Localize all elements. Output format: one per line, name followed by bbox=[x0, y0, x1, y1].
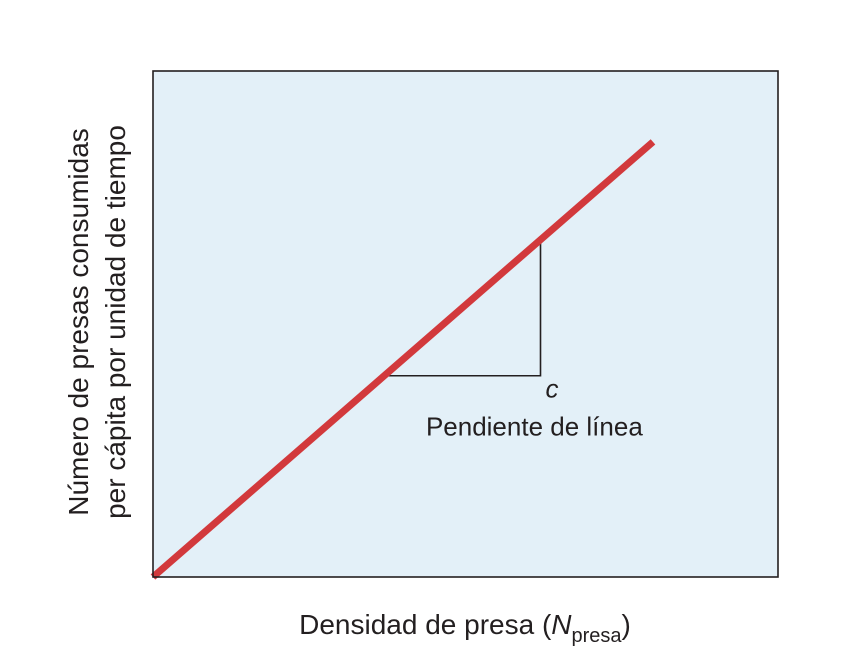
slope-label: c bbox=[546, 374, 559, 404]
slope-triangle bbox=[384, 239, 542, 377]
x-axis-label: Densidad de presa (Npresa) bbox=[299, 609, 631, 647]
x-axis-label-symbol: N bbox=[551, 609, 572, 640]
y-axis-label: Número de presas consumidas per cápita p… bbox=[63, 125, 131, 519]
y-axis-label-line1: Número de presas consumidas bbox=[63, 128, 94, 516]
y-axis-label-line2: per cápita por unidad de tiempo bbox=[100, 125, 131, 519]
plot-frame bbox=[152, 70, 779, 578]
x-axis-label-close: ) bbox=[622, 609, 631, 640]
plot-area bbox=[153, 71, 778, 577]
x-axis-label-subscript: presa bbox=[572, 625, 623, 647]
slope-caption: Pendiente de línea bbox=[426, 412, 643, 442]
series-line bbox=[150, 139, 656, 580]
x-axis-label-main: Densidad de presa ( bbox=[299, 609, 552, 640]
